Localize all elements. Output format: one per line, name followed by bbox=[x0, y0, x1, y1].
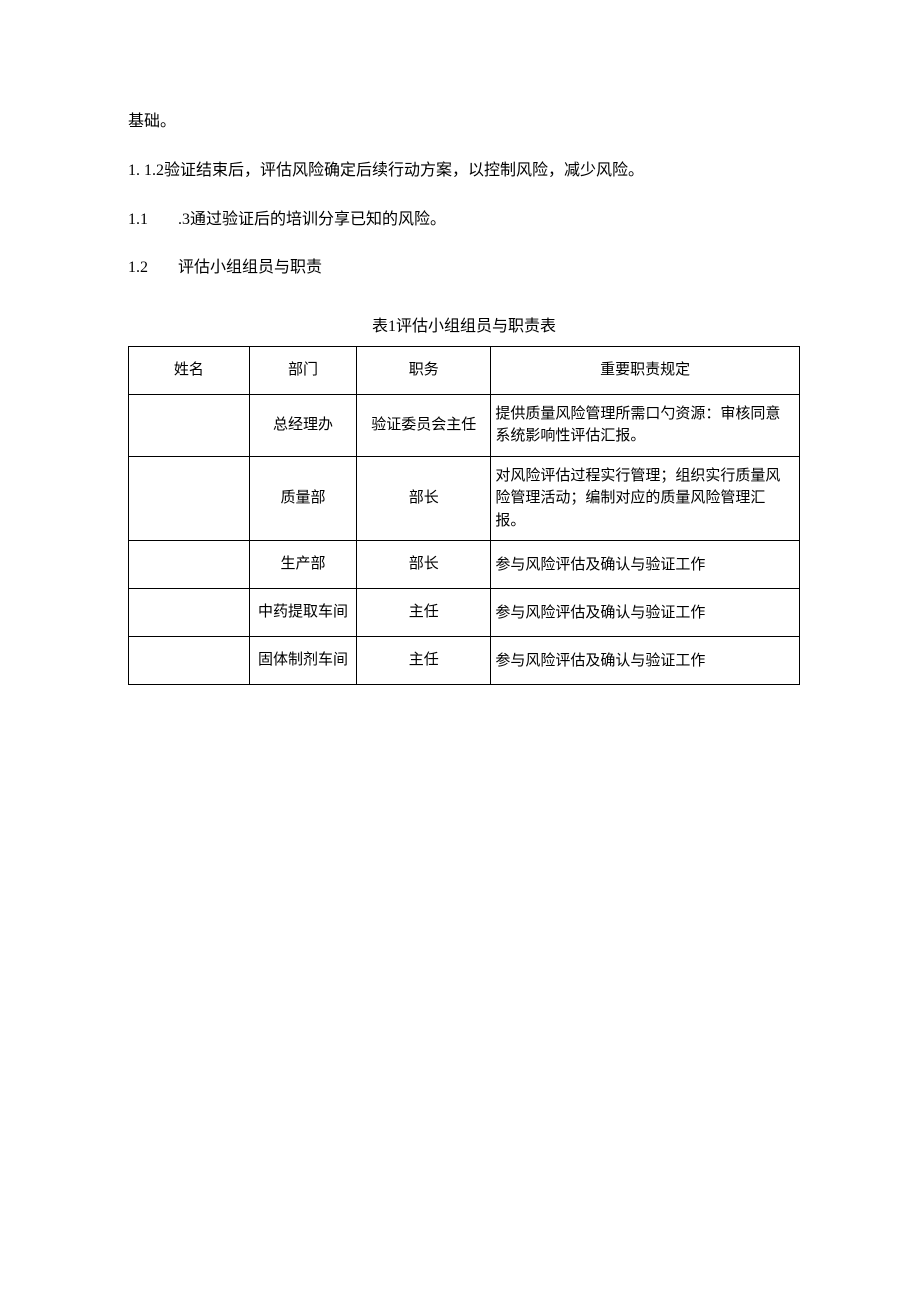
item-text: 评估小组组员与职责 bbox=[178, 259, 322, 276]
item-suffix: .3 bbox=[178, 211, 190, 228]
text-fragment: 基础。 bbox=[128, 113, 176, 130]
table-caption: 表1评估小组组员与职责表 bbox=[128, 313, 800, 342]
table-row: 中药提取车间 主任 参与风险评估及确认与验证工作 bbox=[129, 589, 800, 637]
cell-dept: 生产部 bbox=[249, 541, 356, 589]
cell-name bbox=[129, 394, 250, 456]
cell-name bbox=[129, 541, 250, 589]
caption-text: 表1评估小组组员与职责表 bbox=[372, 318, 556, 335]
item-prefix: 1. 1.2 bbox=[128, 162, 164, 179]
cell-duty: 提供质量风险管理所需口勺资源：审核同意系统影响性评估汇报。 bbox=[491, 394, 800, 456]
responsibilities-table: 姓名 部门 职务 重要职责规定 总经理办 验证委员会主任 提供质量风险管理所需口… bbox=[128, 346, 800, 686]
header-name: 姓名 bbox=[129, 346, 250, 394]
cell-dept: 总经理办 bbox=[249, 394, 356, 456]
cell-dept: 固体制剂车间 bbox=[249, 637, 356, 685]
numbered-paragraph-3: 1.2 评估小组组员与职责 bbox=[128, 254, 800, 283]
cell-position: 部长 bbox=[357, 541, 491, 589]
cell-duty: 参与风险评估及确认与验证工作 bbox=[491, 541, 800, 589]
table-row: 固体制剂车间 主任 参与风险评估及确认与验证工作 bbox=[129, 637, 800, 685]
header-duty: 重要职责规定 bbox=[491, 346, 800, 394]
numbered-paragraph-1: 1. 1.2验证结束后，评估风险确定后续行动方案，以控制风险，减少风险。 bbox=[128, 157, 800, 186]
cell-name bbox=[129, 456, 250, 541]
cell-position: 部长 bbox=[357, 456, 491, 541]
item-text: 验证结束后，评估风险确定后续行动方案，以控制风险，减少风险。 bbox=[164, 162, 644, 179]
cell-position: 验证委员会主任 bbox=[357, 394, 491, 456]
cell-dept: 中药提取车间 bbox=[249, 589, 356, 637]
header-dept: 部门 bbox=[249, 346, 356, 394]
table-header-row: 姓名 部门 职务 重要职责规定 bbox=[129, 346, 800, 394]
table-row: 总经理办 验证委员会主任 提供质量风险管理所需口勺资源：审核同意系统影响性评估汇… bbox=[129, 394, 800, 456]
table-row: 质量部 部长 对风险评估过程实行管理；组织实行质量风险管理活动；编制对应的质量风… bbox=[129, 456, 800, 541]
item-prefix: 1.2 bbox=[128, 259, 148, 276]
header-position: 职务 bbox=[357, 346, 491, 394]
numbered-paragraph-2: 1.1 .3通过验证后的培训分享已知的风险。 bbox=[128, 206, 800, 235]
cell-position: 主任 bbox=[357, 637, 491, 685]
paragraph-continuation: 基础。 bbox=[128, 108, 800, 137]
cell-name bbox=[129, 589, 250, 637]
cell-duty: 参与风险评估及确认与验证工作 bbox=[491, 637, 800, 685]
cell-duty: 参与风险评估及确认与验证工作 bbox=[491, 589, 800, 637]
table-row: 生产部 部长 参与风险评估及确认与验证工作 bbox=[129, 541, 800, 589]
cell-dept: 质量部 bbox=[249, 456, 356, 541]
cell-duty: 对风险评估过程实行管理；组织实行质量风险管理活动；编制对应的质量风险管理汇报。 bbox=[491, 456, 800, 541]
cell-position: 主任 bbox=[357, 589, 491, 637]
item-text: 通过验证后的培训分享已知的风险。 bbox=[190, 211, 446, 228]
cell-name bbox=[129, 637, 250, 685]
item-prefix: 1.1 bbox=[128, 211, 148, 228]
